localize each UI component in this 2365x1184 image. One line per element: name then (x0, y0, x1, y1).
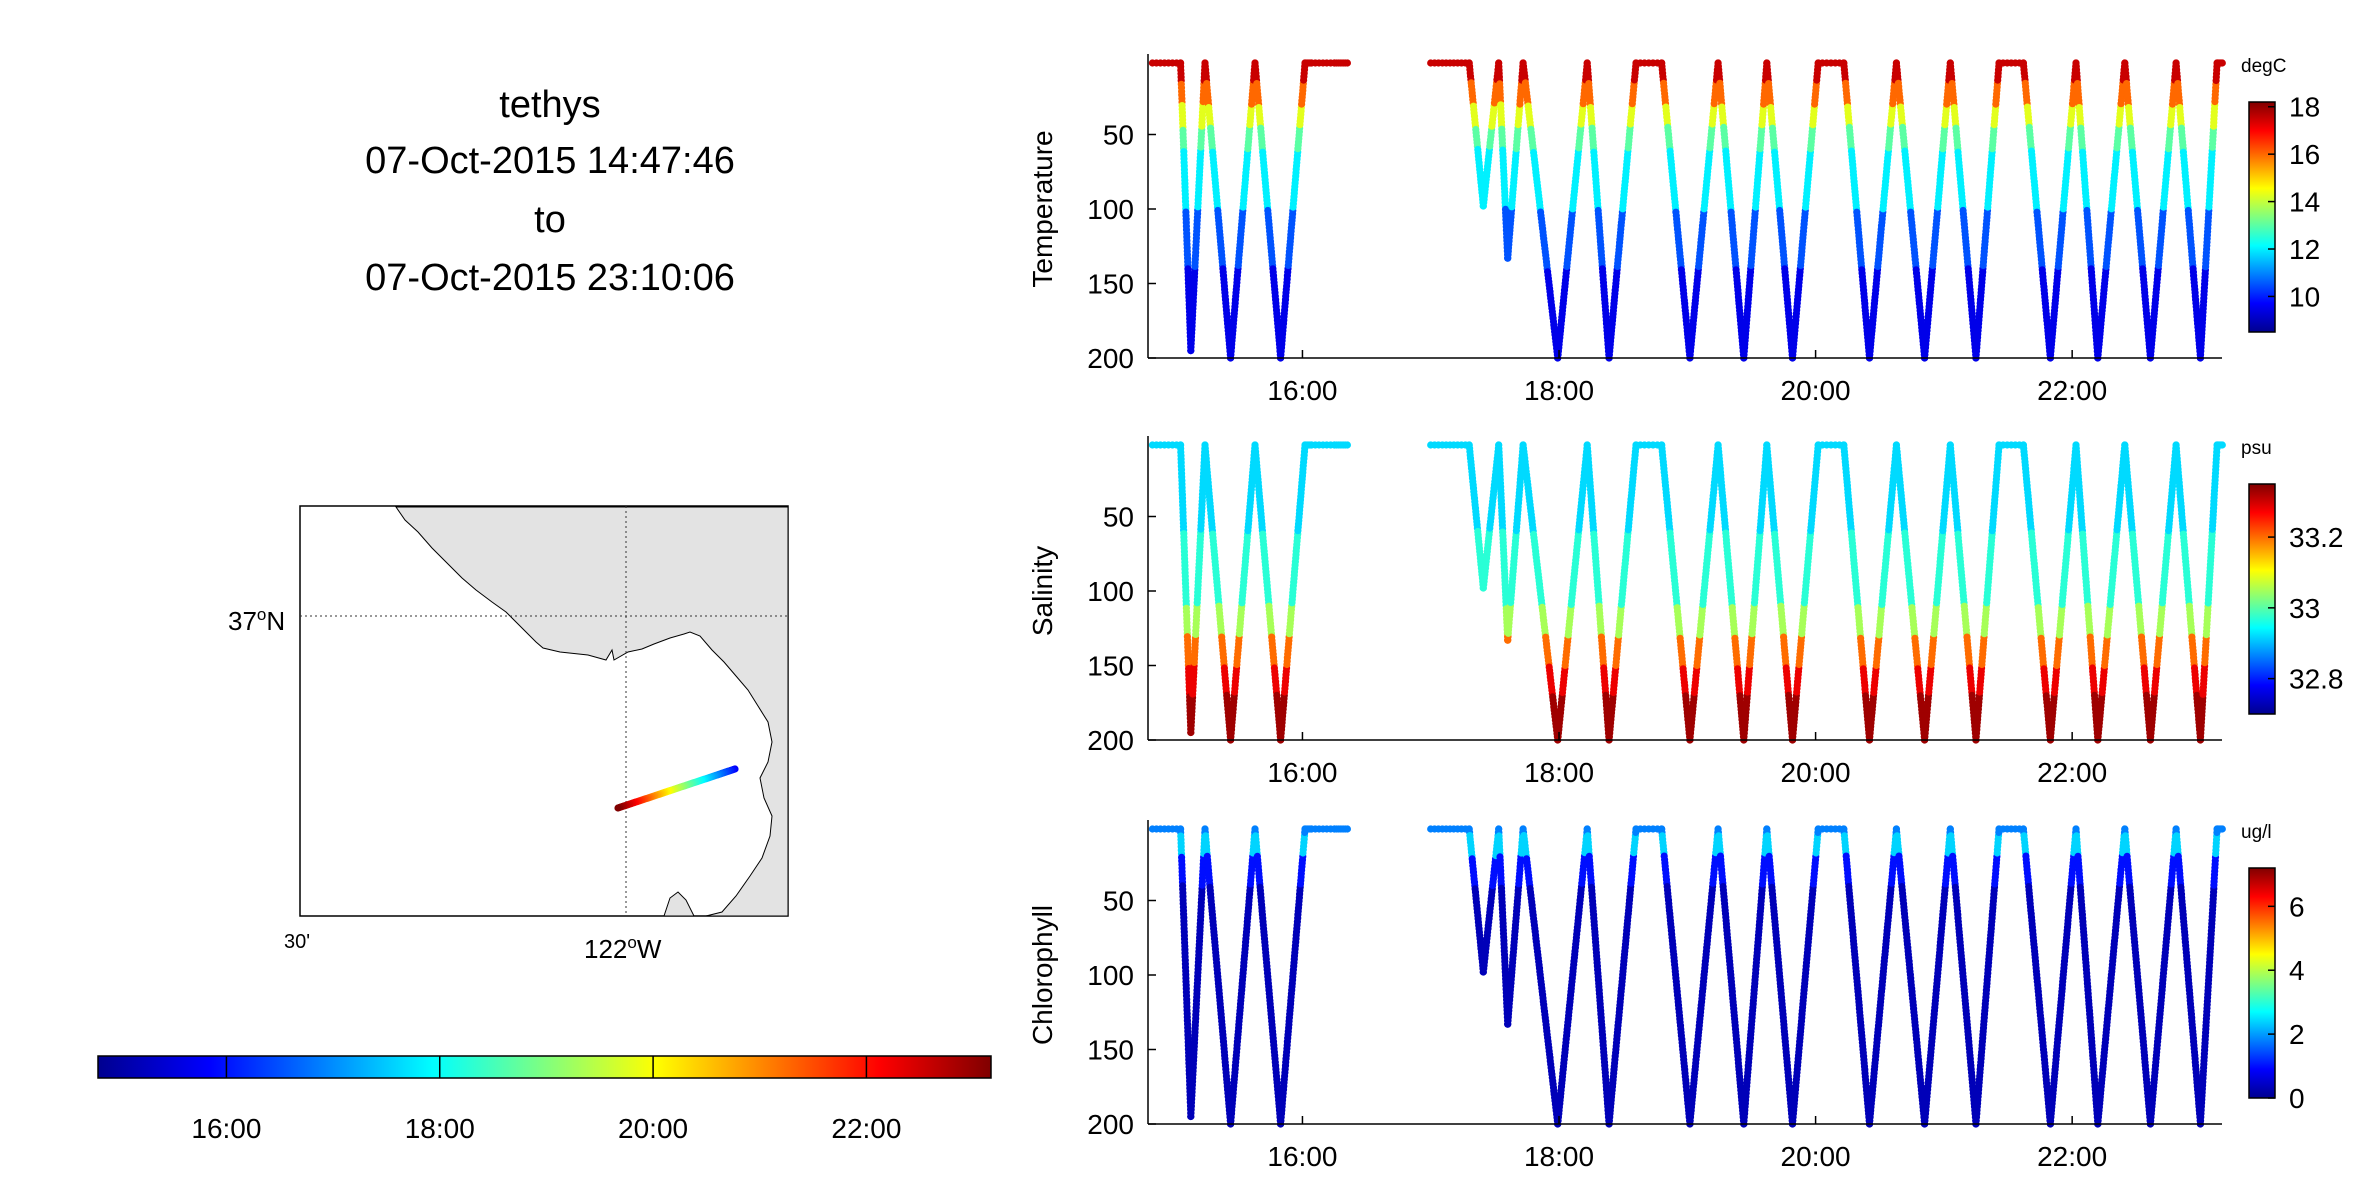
time-colorbar-tick-label: 22:00 (831, 1113, 901, 1144)
map-lat-label: 37oN (228, 605, 285, 636)
map-land-south (663, 891, 695, 917)
x-tick-label: 22:00 (2037, 375, 2107, 406)
colorbar-tick-label: 18 (2289, 92, 2320, 123)
time-colorbar: 16:00 18:00 20:00 22:00 (97, 1055, 992, 1144)
y-tick-label: 100 (1087, 194, 1134, 225)
x-tick-label: 18:00 (1524, 375, 1594, 406)
track-point (614, 804, 622, 812)
time-colorbar-ticks: 16:00 18:00 20:00 22:00 (191, 1056, 901, 1144)
colorbar-tick-label: 12 (2289, 234, 2320, 265)
y-tick-label: 200 (1087, 343, 1134, 374)
panel-temperature: 50 100 150 200 16:00 18:00 20:00 22:00 Temperatu… (1027, 54, 2320, 406)
data-point (2218, 59, 2226, 67)
temperature-unit-label: degC (2241, 56, 2286, 77)
data-point (1343, 441, 1351, 449)
temperature-ylabel: Temperature (1027, 130, 1058, 287)
title-vehicle: tethys (499, 84, 601, 126)
profile-panels: 50 100 150 200 16:00 18:00 20:00 22:00 Temperatu… (1027, 54, 2344, 1172)
x-tick-label: 16:00 (1267, 375, 1337, 406)
title-to: to (534, 199, 566, 241)
colorbar-tick-label: 10 (2289, 281, 2320, 312)
map-vehicle-track (614, 765, 739, 812)
time-colorbar-tick-label: 16:00 (191, 1113, 261, 1144)
x-tick-label: 20:00 (1781, 375, 1851, 406)
y-tick-label: 150 (1087, 269, 1134, 300)
colorbar-tick-label: 14 (2289, 187, 2320, 218)
temperature-colorbar (2248, 101, 2276, 333)
title-start-time: 07-Oct-2015 14:47:46 (365, 140, 735, 182)
time-colorbar-tick-label: 18:00 (405, 1113, 475, 1144)
time-colorbar-tick-label: 20:00 (618, 1113, 688, 1144)
data-point (1343, 59, 1351, 67)
temperature-scatter (1148, 59, 2226, 362)
map-lon-label-left: 30' (284, 931, 310, 953)
map-panel: 37oN 30' 122oW (228, 505, 789, 964)
time-colorbar-gradient (97, 1055, 992, 1079)
salinity-scatter (1148, 441, 2226, 744)
map-land (395, 506, 789, 917)
colorbar-tick-label: 16 (2289, 139, 2320, 170)
y-tick-label: 50 (1103, 120, 1134, 151)
map-lon-label-main: 122oW (584, 933, 662, 964)
title-end-time: 07-Oct-2015 23:10:06 (365, 257, 735, 299)
